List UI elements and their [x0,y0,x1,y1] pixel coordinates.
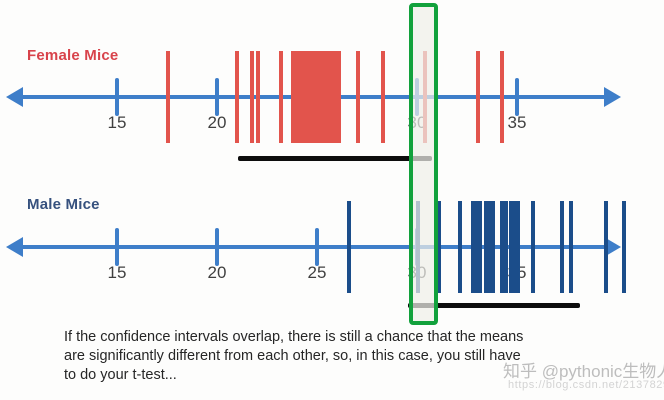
data-point-line [333,51,337,143]
overlap-highlight-box [409,3,438,325]
confidence-interval-bar [238,156,432,161]
data-point-line [604,201,608,293]
data-point-line [622,201,626,293]
female-group-label: Female Mice [27,47,119,64]
axis-tick [115,78,119,116]
axis-arrow-right-icon [604,237,621,257]
data-point-line [315,51,320,143]
axis-tick [315,228,319,266]
data-point-line [312,51,316,143]
data-point-line [474,201,479,293]
data-point-line [336,51,341,143]
axis-tick [515,78,519,116]
data-point-line [319,51,323,143]
data-point-line [437,201,441,293]
data-point-line [471,201,475,293]
data-point-line [326,51,330,143]
data-point-line [329,51,334,143]
data-point-line [512,201,517,293]
data-point-line [487,201,492,293]
data-point-line [509,201,513,293]
watermark-url: https://blog.csdn.net/21378291 [508,379,664,391]
data-point-line [478,201,482,293]
axis-tick [115,228,119,266]
data-point-line [491,201,495,293]
data-point-line [250,51,254,143]
data-point-line [484,201,488,293]
data-point-line [294,51,299,143]
caption: If the confidence intervals overlap, the… [64,328,624,385]
data-point-line [516,201,520,293]
caption-line-3: to do your t-test... [64,367,177,383]
data-point-line [291,51,295,143]
data-point-line [500,51,504,143]
axis-arrow-right-icon [604,87,621,107]
data-point-line [458,201,462,293]
axis-arrow-left-icon [6,87,23,107]
watermark-brand: 知乎 @pythonic生物人 [503,362,664,381]
data-point-line [560,201,564,293]
male-group-label: Male Mice [27,196,100,213]
data-point-line [256,51,260,143]
data-point-line [308,51,313,143]
tick-label: 25 [307,263,327,282]
caption-line-2: are significantly different from each ot… [64,348,521,364]
data-point-line [298,51,302,143]
data-point-line [279,51,283,143]
data-point-line [305,51,309,143]
data-point-line [356,51,360,143]
tick-label: 20 [207,113,227,132]
data-point-line [503,201,508,293]
data-point-line [301,51,306,143]
confidence-interval-bar [408,303,580,308]
axis-arrow-left-icon [6,237,23,257]
axis-tick [215,78,219,116]
data-point-line [166,51,170,143]
data-point-line [347,201,351,293]
tick-label: 15 [107,263,127,282]
data-point-line [235,51,239,143]
caption-line-1: If the confidence intervals overlap, the… [64,329,524,345]
tick-label: 15 [107,113,127,132]
data-point-line [569,201,573,293]
tick-label: 35 [507,113,527,132]
tick-label: 20 [207,263,227,282]
axis-tick [215,228,219,266]
data-point-line [531,201,535,293]
data-point-line [476,51,480,143]
data-point-line [381,51,385,143]
data-point-line [500,201,504,293]
data-point-line [322,51,327,143]
